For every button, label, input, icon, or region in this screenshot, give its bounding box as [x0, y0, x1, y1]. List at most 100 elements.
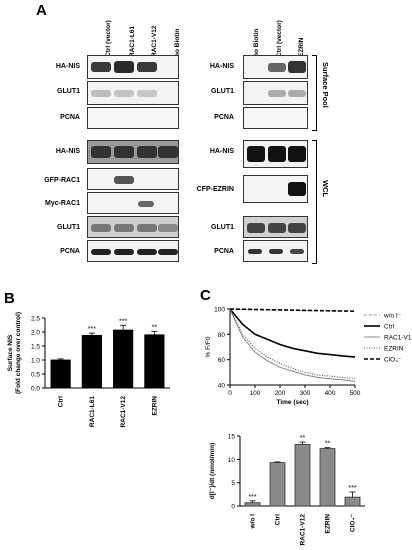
blot-strip [87, 168, 179, 190]
y-tick-label: 5 [231, 480, 235, 487]
blot-strip [87, 216, 179, 238]
significance-label: ** [152, 324, 158, 331]
blot-strip [243, 175, 308, 203]
bar [294, 443, 311, 507]
y-tick-label: 1.0 [31, 358, 40, 365]
wcl-label: WCL [321, 180, 330, 198]
panel-label-b: B [4, 290, 15, 307]
row-label: HA-NIS [55, 148, 80, 155]
row-label: HA-NIS [55, 63, 80, 70]
significance-label: *** [348, 485, 356, 492]
y-tick-label: 10 [228, 457, 236, 464]
row-label: PCNA [60, 114, 80, 121]
legend-label: EZRIN [384, 346, 404, 353]
y-tick-label: 2.0 [31, 330, 40, 337]
y-tick-label: 1.5 [31, 344, 40, 351]
row-label: CFP-EZRIN [196, 186, 234, 193]
bar [244, 502, 261, 507]
y-tick-label: 2.5 [31, 316, 40, 323]
bar [269, 462, 286, 507]
legend-label: Ctrl [384, 324, 395, 331]
row-label: GFP-RAC1 [44, 177, 80, 184]
panel-label-c: C [200, 287, 211, 304]
row-label: PCNA [60, 248, 80, 255]
category-label: EZRIN [325, 514, 332, 534]
x-axis-label: Time (sec) [276, 399, 308, 406]
significance-label: *** [119, 318, 127, 325]
chart-efflux-rate: 0 5 10 15 *** w/o I Ctrl ** RAC1-V12 ** EZRIN *** Cl… [209, 434, 365, 546]
bracket [312, 55, 317, 131]
y-tick-label: 40 [218, 383, 226, 390]
chart-surface-nis: 0.0 0.5 1.0 1.5 2.0 2.5 Ctrl *** RAC1-L61 *** RAC1… [7, 312, 170, 428]
bar [344, 496, 361, 507]
category-label: RAC1-L61 [89, 396, 96, 427]
category-label: w/o I [250, 514, 257, 530]
significance-label: *** [88, 326, 96, 333]
blot-strip [87, 107, 179, 129]
y-axis-label: (Fold change over control) [15, 312, 22, 394]
blot-strip [87, 81, 179, 105]
bar [319, 448, 336, 507]
row-label: HA-NIS [209, 63, 234, 70]
y-axis-label: % F/F0 [205, 336, 212, 357]
x-tick-label: 200 [275, 390, 286, 397]
row-label: GLUT1 [211, 88, 234, 95]
blot-strip [243, 140, 308, 168]
panel-label-a: A [36, 2, 47, 19]
chart-efflux: 40 60 80 100 0 100 200 300 400 500 Time (sec) % F/F… [205, 307, 412, 407]
y-tick-label: 100 [214, 307, 225, 314]
y-axis-label: Surface NIS [7, 334, 14, 371]
row-label: GLUT1 [57, 224, 80, 231]
x-tick-label: 300 [300, 390, 311, 397]
y-tick-label: 0.5 [31, 372, 40, 379]
row-label: GLUT1 [211, 224, 234, 231]
category-label: Ctrl [275, 514, 282, 525]
significance-label: *** [248, 494, 256, 501]
series-line [229, 308, 356, 312]
x-tick-label: 500 [350, 390, 361, 397]
column-label: RAC1-V12 [151, 25, 158, 57]
category-label: EZRIN [151, 396, 158, 416]
y-tick-label: 0.0 [31, 386, 40, 393]
category-label: RAC1-V12 [300, 514, 307, 546]
blot-strip [87, 192, 179, 214]
blot-strip [87, 140, 179, 164]
y-axis-label: d[I⁻]/dt (nmol/min) [209, 443, 216, 500]
blot-strip [243, 216, 308, 238]
significance-label: ** [300, 435, 306, 442]
blot-strip [243, 107, 308, 129]
column-label: RAC1-L61 [129, 25, 136, 57]
blot-strip [87, 240, 179, 262]
category-label: RAC1-V12 [120, 396, 127, 428]
series-line [229, 308, 356, 382]
surface-pool-label: Surface Pool [321, 62, 330, 108]
row-label: Myc-RAC1 [44, 200, 80, 207]
row-label: PCNA [214, 248, 234, 255]
row-label: HA-NIS [209, 148, 234, 155]
y-tick-label: 80 [218, 332, 226, 339]
blot-strip [243, 81, 308, 105]
y-tick-label: 15 [228, 434, 236, 441]
blot-strip [243, 240, 308, 262]
column-label: Ctrl (vector) [276, 20, 283, 57]
bar [144, 334, 165, 389]
significance-label: ** [325, 441, 331, 448]
legend-label: RAC1-V12 [384, 335, 412, 342]
row-label: GLUT1 [57, 88, 80, 95]
bar [50, 359, 71, 389]
blot-strip [87, 55, 179, 79]
column-label: no Biotin [174, 28, 181, 57]
x-tick-label: 400 [325, 390, 336, 397]
y-tick-label: 60 [218, 357, 226, 364]
column-label: no Biotin [253, 28, 260, 57]
blot-strip [243, 55, 308, 79]
bar [113, 329, 134, 389]
series-line [229, 308, 356, 380]
legend-label: w/o I⁻ [383, 313, 402, 320]
category-label: ClO₄⁻ [350, 513, 357, 532]
category-label: Ctrl [58, 396, 65, 407]
x-tick-label: 0 [228, 390, 232, 397]
legend-label: ClO₄⁻ [384, 357, 402, 364]
x-tick-label: 100 [250, 390, 261, 397]
series-line [229, 308, 356, 358]
